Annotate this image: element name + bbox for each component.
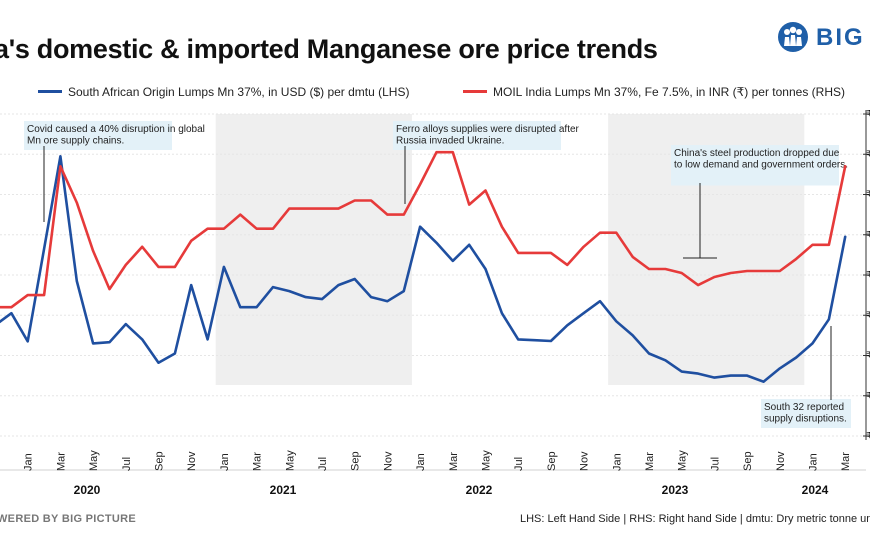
x-tick-label: Nov bbox=[382, 451, 394, 471]
annotation-south32-text: South 32 reported bbox=[764, 402, 844, 413]
legend-label-blue: South African Origin Lumps Mn 37%, in US… bbox=[68, 85, 410, 99]
x-tick-label: May bbox=[481, 450, 493, 471]
x-tick-label: Jul bbox=[121, 457, 133, 471]
right-axis-tick-label: ₹ bbox=[866, 189, 870, 202]
footer-notes: LHS: Left Hand Side | RHS: Right hand Si… bbox=[520, 513, 870, 525]
right-axis-tick-label: ₹ bbox=[866, 108, 870, 121]
x-tick-label: Jan bbox=[219, 453, 231, 471]
annotation-ukraine-text: Russia invaded Ukraine. bbox=[396, 136, 504, 147]
x-tick-label: Jul bbox=[709, 457, 721, 471]
legend-swatch-blue bbox=[38, 90, 62, 94]
year-label-2023: 2023 bbox=[662, 483, 689, 497]
right-axis-tick-label: ₹ bbox=[866, 430, 870, 443]
year-label-2022: 2022 bbox=[466, 483, 493, 497]
legend-item-red: MOIL India Lumps Mn 37%, Fe 7.5%, in INR… bbox=[463, 85, 845, 99]
x-tick-label: Jan bbox=[23, 453, 35, 471]
annotation-ukraine-text: Ferro alloys supplies were disrupted aft… bbox=[396, 124, 580, 135]
x-tick-label: Mar bbox=[644, 452, 656, 471]
year-label-2020: 2020 bbox=[74, 483, 101, 497]
year-label-2024: 2024 bbox=[802, 483, 829, 497]
brand-logo: BIG bbox=[778, 20, 870, 54]
brand-name: BIG bbox=[816, 24, 865, 51]
legend-item-blue: South African Origin Lumps Mn 37%, in US… bbox=[38, 85, 409, 99]
annotation-covid-text: Mn ore supply chains. bbox=[27, 136, 124, 147]
footer-powered-by: WERED BY BIG PICTURE bbox=[0, 513, 137, 525]
series-line-south-african-lumps bbox=[0, 155, 847, 384]
x-tick-label: May bbox=[677, 450, 689, 471]
x-tick-label: Sep bbox=[546, 451, 558, 471]
legend-swatch-red bbox=[463, 90, 487, 94]
x-tick-label: Sep bbox=[154, 451, 166, 471]
right-axis-tick-label: ₹ bbox=[866, 350, 870, 363]
legend-label-red: MOIL India Lumps Mn 37%, Fe 7.5%, in INR… bbox=[493, 85, 845, 99]
brand-people-icon bbox=[778, 22, 808, 52]
x-tick-label: Jul bbox=[317, 457, 329, 471]
annotation-china-text: to low demand and government orders. bbox=[674, 160, 848, 171]
x-tick-label: Mar bbox=[252, 452, 264, 471]
annotation-ukraine-box bbox=[393, 121, 561, 150]
page-title: a's domestic & imported Manganese ore pr… bbox=[0, 34, 658, 64]
annotation-south32-text: supply disruptions. bbox=[764, 414, 847, 425]
right-axis-tick-label: ₹ bbox=[866, 390, 870, 403]
annotation-covid-box bbox=[24, 121, 172, 150]
series-line-moil-india-lumps bbox=[0, 150, 847, 309]
year-band-2021 bbox=[215, 114, 412, 385]
x-tick-label: Nov bbox=[579, 451, 591, 471]
right-axis-tick-label: ₹ bbox=[866, 269, 870, 282]
x-tick-label: Mar bbox=[448, 452, 460, 471]
x-tick-label: Sep bbox=[350, 451, 362, 471]
annotation-china-text: China's steel production dropped due bbox=[674, 148, 840, 159]
year-label-2021: 2021 bbox=[270, 483, 297, 497]
x-tick-label: Jul bbox=[513, 457, 525, 471]
x-tick-label: Jan bbox=[611, 453, 623, 471]
annotation-china-box bbox=[671, 145, 839, 186]
x-tick-label: Nov bbox=[186, 451, 198, 471]
right-axis-tick-label: ₹ bbox=[866, 229, 870, 242]
right-axis-tick-label: ₹ bbox=[866, 148, 870, 161]
x-tick-label: Nov bbox=[775, 451, 787, 471]
x-tick-label: May bbox=[88, 450, 100, 471]
x-tick-label: May bbox=[284, 450, 296, 471]
x-tick-label: Mar bbox=[840, 452, 852, 471]
right-axis-tick-label: ₹ bbox=[866, 309, 870, 322]
x-tick-label: Sep bbox=[742, 451, 754, 471]
x-tick-label: Jan bbox=[808, 453, 820, 471]
annotation-covid-text: Covid caused a 40% disruption in global bbox=[27, 124, 205, 135]
annotation-south32-box bbox=[761, 399, 851, 428]
x-tick-label: Jan bbox=[415, 453, 427, 471]
x-tick-label: Mar bbox=[55, 452, 67, 471]
